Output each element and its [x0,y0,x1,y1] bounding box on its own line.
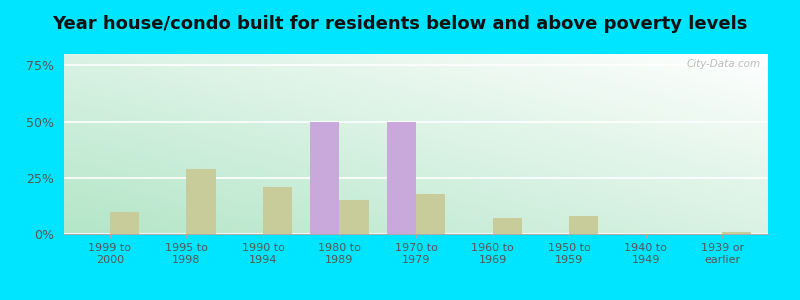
Bar [416,194,445,234]
Bar [186,169,215,234]
Bar [722,232,751,234]
Text: City-Data.com: City-Data.com [687,59,761,69]
Bar [569,216,598,234]
Bar [493,218,522,234]
Bar [110,212,139,234]
Bar [310,122,339,234]
Bar [387,122,416,234]
Text: Year house/condo built for residents below and above poverty levels: Year house/condo built for residents bel… [52,15,748,33]
Bar [339,200,369,234]
Bar [263,187,292,234]
